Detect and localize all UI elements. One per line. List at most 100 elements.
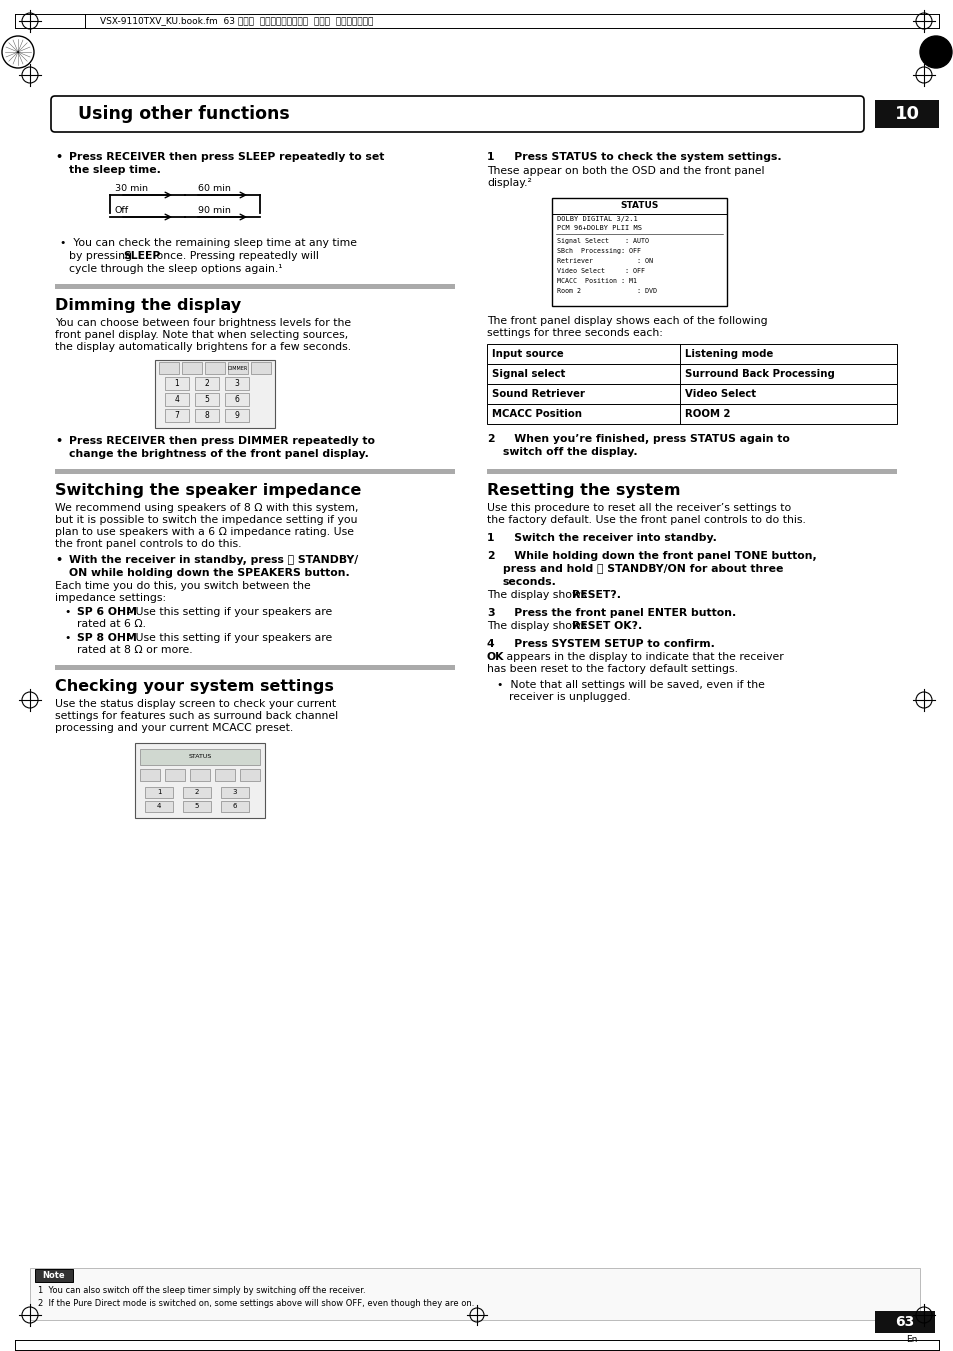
Text: the factory default. Use the front panel controls to do this.: the factory default. Use the front panel… — [486, 515, 805, 526]
Bar — [552, 199, 726, 305]
Text: Off: Off — [115, 205, 129, 215]
Text: DIMMER: DIMMER — [228, 366, 248, 370]
Text: Switching the speaker impedance: Switching the speaker impedance — [55, 484, 361, 499]
Bar — [165, 377, 189, 390]
Bar — [183, 801, 211, 812]
Text: 4: 4 — [486, 639, 494, 648]
Bar — [486, 404, 896, 424]
Text: 1  You can also switch off the sleep timer simply by switching off the receiver.: 1 You can also switch off the sleep time… — [38, 1286, 365, 1296]
Bar — [165, 393, 189, 407]
Circle shape — [919, 36, 951, 68]
Text: SP 8 OHM: SP 8 OHM — [77, 634, 136, 643]
Bar — [221, 801, 249, 812]
Bar — [228, 362, 248, 374]
Text: rated at 6 Ω.: rated at 6 Ω. — [77, 619, 146, 630]
Text: DOLBY DIGITAL 3/2.1: DOLBY DIGITAL 3/2.1 — [557, 216, 638, 222]
Bar — [183, 788, 211, 798]
Bar — [225, 409, 249, 422]
Text: STATUS: STATUS — [188, 754, 212, 759]
Text: MCACC Position: MCACC Position — [492, 409, 581, 419]
Text: change the brightness of the front panel display.: change the brightness of the front panel… — [69, 449, 369, 459]
Text: 90 min: 90 min — [198, 205, 231, 215]
Bar — [165, 409, 189, 422]
Text: 6: 6 — [233, 804, 237, 809]
Text: – Use this setting if your speakers are: – Use this setting if your speakers are — [123, 634, 332, 643]
Bar — [159, 362, 179, 374]
Text: •: • — [65, 634, 78, 643]
Text: •: • — [65, 607, 78, 617]
Text: 1: 1 — [174, 380, 179, 388]
Text: rated at 8 Ω or more.: rated at 8 Ω or more. — [77, 644, 193, 655]
Text: Use this procedure to reset all the receiver’s settings to: Use this procedure to reset all the rece… — [486, 503, 790, 513]
Bar — [145, 788, 172, 798]
Bar — [194, 377, 219, 390]
Text: 8: 8 — [204, 411, 209, 420]
Text: once. Pressing repeatedly will: once. Pressing repeatedly will — [152, 251, 318, 261]
Text: – Use this setting if your speakers are: – Use this setting if your speakers are — [123, 607, 332, 617]
Text: display.²: display.² — [486, 178, 532, 188]
Text: SP 6 OHM: SP 6 OHM — [77, 607, 137, 617]
Bar — [874, 100, 938, 128]
Text: Listening mode: Listening mode — [684, 349, 772, 359]
Text: Surround Back Processing: Surround Back Processing — [684, 369, 834, 380]
FancyBboxPatch shape — [51, 96, 863, 132]
Text: Video Select: Video Select — [684, 389, 755, 399]
Text: 63: 63 — [895, 1315, 914, 1329]
Text: STATUS: STATUS — [619, 201, 658, 211]
Text: Signal Select    : AUTO: Signal Select : AUTO — [557, 238, 648, 245]
Bar — [55, 469, 455, 474]
Bar — [221, 788, 249, 798]
Bar — [55, 665, 455, 670]
Text: appears in the display to indicate that the receiver: appears in the display to indicate that … — [502, 653, 783, 662]
Bar — [874, 1310, 934, 1333]
Text: 5: 5 — [194, 804, 199, 809]
Bar — [165, 769, 185, 781]
Bar — [194, 409, 219, 422]
Text: RESET OK?.: RESET OK?. — [572, 621, 641, 631]
Text: The front panel display shows each of the following: The front panel display shows each of th… — [486, 316, 767, 326]
Text: front panel display. Note that when selecting sources,: front panel display. Note that when sele… — [55, 330, 348, 340]
Bar — [486, 384, 896, 404]
Text: 30 min: 30 min — [115, 184, 148, 193]
Text: has been reset to the factory default settings.: has been reset to the factory default se… — [486, 663, 738, 674]
Bar — [225, 393, 249, 407]
Bar — [240, 769, 260, 781]
Text: impedance settings:: impedance settings: — [55, 593, 166, 603]
Text: settings for features such as surround back channel: settings for features such as surround b… — [55, 711, 337, 721]
Text: Retriever           : ON: Retriever : ON — [557, 258, 652, 263]
Text: ON while holding down the SPEAKERS button.: ON while holding down the SPEAKERS butto… — [69, 567, 350, 578]
Text: SBch  Processing: OFF: SBch Processing: OFF — [557, 249, 640, 254]
Text: VSX-9110TXV_KU.book.fm  63 ページ  ２００６年４月４日  火曜日  午後５時１５分: VSX-9110TXV_KU.book.fm 63 ページ ２００６年４月４日 … — [100, 16, 373, 26]
Bar — [225, 377, 249, 390]
Text: 7: 7 — [174, 411, 179, 420]
Bar — [486, 345, 896, 363]
Text: press and hold ⏻ STANDBY/ON for about three: press and hold ⏻ STANDBY/ON for about th… — [502, 563, 782, 574]
Text: Signal select: Signal select — [492, 369, 565, 380]
Text: 9: 9 — [234, 411, 239, 420]
Text: Press RECEIVER then press DIMMER repeatedly to: Press RECEIVER then press DIMMER repeate… — [69, 436, 375, 446]
Text: 2: 2 — [486, 434, 494, 444]
Text: Switch the receiver into standby.: Switch the receiver into standby. — [502, 534, 716, 543]
Bar — [140, 748, 260, 765]
Text: Input source: Input source — [492, 349, 563, 359]
Text: cycle through the sleep options again.¹: cycle through the sleep options again.¹ — [69, 263, 282, 274]
Text: 5: 5 — [204, 394, 210, 404]
Text: Video Select     : OFF: Video Select : OFF — [557, 267, 644, 274]
Text: We recommend using speakers of 8 Ω with this system,: We recommend using speakers of 8 Ω with … — [55, 503, 358, 513]
Text: •: • — [55, 436, 62, 446]
Text: Note: Note — [43, 1271, 65, 1279]
Text: 1: 1 — [486, 534, 494, 543]
Text: settings for three seconds each:: settings for three seconds each: — [486, 328, 662, 338]
Text: The display shows: The display shows — [486, 590, 589, 600]
Bar — [486, 363, 896, 384]
Text: 3: 3 — [233, 789, 237, 796]
Text: by pressing: by pressing — [69, 251, 135, 261]
Text: 3: 3 — [486, 608, 494, 617]
Text: the display automatically brightens for a few seconds.: the display automatically brightens for … — [55, 342, 351, 353]
Text: OK: OK — [486, 653, 504, 662]
Text: With the receiver in standby, press ⏻ STANDBY/: With the receiver in standby, press ⏻ ST… — [69, 555, 358, 565]
Text: Room 2              : DVD: Room 2 : DVD — [557, 288, 657, 295]
Text: Press the front panel ENTER button.: Press the front panel ENTER button. — [502, 608, 736, 617]
Text: RESET?.: RESET?. — [572, 590, 620, 600]
Bar — [154, 359, 274, 428]
